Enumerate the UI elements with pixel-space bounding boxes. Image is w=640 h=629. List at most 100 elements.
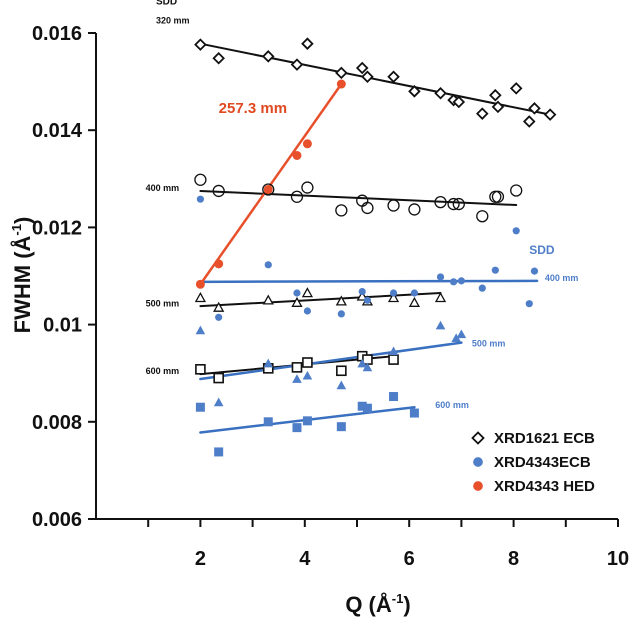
data-point (525, 300, 533, 308)
data-point (476, 210, 489, 223)
data-point (456, 329, 467, 339)
x-tick-label: 8 (508, 548, 519, 570)
x-tick-label: 4 (299, 548, 311, 570)
data-point (302, 357, 313, 368)
data-point (356, 194, 369, 207)
data-point (530, 267, 539, 275)
data-point (195, 325, 206, 335)
data-point (491, 266, 499, 274)
data-point (195, 364, 206, 375)
data-point (543, 108, 557, 121)
annotation-label: 500 mm (472, 338, 506, 348)
annotation-label: SDD (156, 0, 177, 7)
data-point (301, 181, 314, 194)
legend: XRD1621 ECB XRD4343ECB XRD4343 HED (471, 430, 595, 495)
data-point (447, 197, 460, 211)
data-point (476, 107, 489, 120)
x-tick-label: 2 (195, 548, 206, 570)
legend-marker (473, 481, 483, 491)
data-point (302, 416, 312, 426)
annotation-label: 400 mm (545, 273, 579, 283)
data-point (452, 197, 465, 211)
data-point (290, 58, 304, 71)
data-point (214, 259, 224, 269)
y-tick-label: 0.008 (32, 412, 82, 434)
data-point (292, 374, 302, 383)
data-point (358, 287, 366, 296)
y-tick-label: 0.014 (32, 120, 83, 142)
data-point (357, 401, 367, 411)
y-tick-label: 0.012 (32, 217, 82, 239)
annotation-label: 320 mm (156, 15, 190, 25)
data-point (434, 86, 447, 100)
data-point (336, 79, 346, 89)
x-tick-label: 10 (607, 548, 629, 570)
data-point (336, 422, 346, 432)
data-point (361, 201, 374, 215)
data-point (387, 70, 400, 84)
data-point (293, 289, 301, 297)
data-point (336, 365, 347, 377)
x-tick-label: 6 (404, 548, 415, 570)
data-point (363, 296, 372, 304)
annotation-label: 600 mm (435, 400, 469, 410)
data-point (213, 397, 224, 407)
annotation-label: 500 mm (146, 299, 180, 309)
data-point (356, 290, 368, 301)
data-point (212, 184, 225, 198)
y-tick-label: 0.006 (32, 509, 82, 531)
annotation-label: 257.3 mm (219, 100, 287, 117)
data-point (491, 100, 505, 114)
data-point (194, 292, 207, 303)
annotation-label: SDD (529, 243, 555, 257)
data-point (301, 37, 314, 50)
legend-marker (471, 431, 485, 445)
data-point (214, 447, 224, 457)
data-point (302, 139, 312, 149)
data-point (362, 403, 372, 413)
data-point (361, 70, 374, 84)
annotation-label: 400 mm (146, 183, 180, 193)
data-point (449, 278, 458, 286)
fit-line (199, 292, 442, 308)
data-point (509, 82, 523, 95)
data-point (195, 279, 205, 289)
data-point (213, 301, 225, 312)
data-point (263, 184, 273, 194)
data-point (215, 313, 223, 321)
legend-label: XRD4343 HED (494, 478, 595, 495)
data-point (262, 183, 275, 196)
legend-marker (473, 457, 483, 467)
data-point (408, 203, 421, 216)
data-point (388, 354, 399, 365)
data-point (355, 61, 369, 75)
data-point (335, 295, 347, 306)
data-point (335, 204, 348, 217)
data-point (388, 346, 399, 356)
y-ticks: 0.006 0.008 0.01 0.012 0.014 0.016 (32, 23, 96, 531)
data-point (435, 320, 446, 330)
data-point (337, 310, 345, 318)
data-point (478, 284, 486, 292)
data-point (303, 307, 312, 315)
data-point (196, 195, 204, 203)
y-tick-label: 0.01 (43, 315, 82, 337)
data-point (389, 392, 399, 402)
data-point (212, 51, 225, 65)
data-points (194, 37, 557, 457)
data-point (291, 296, 303, 307)
y-tick-label: 0.016 (32, 23, 82, 45)
data-point (362, 362, 373, 372)
data-point (491, 190, 505, 203)
fit-line (199, 189, 518, 207)
data-point (409, 408, 419, 418)
legend-label: XRD4343ECB (494, 454, 591, 471)
data-point (436, 273, 445, 281)
data-point (512, 227, 520, 235)
annotations: SDD 320 mm 400 mm 500 mm 600 mm 257.3 mm SDD 40… (146, 0, 579, 410)
data-point (434, 195, 447, 209)
data-point (195, 402, 205, 412)
data-point (290, 190, 304, 203)
data-point (292, 150, 302, 160)
